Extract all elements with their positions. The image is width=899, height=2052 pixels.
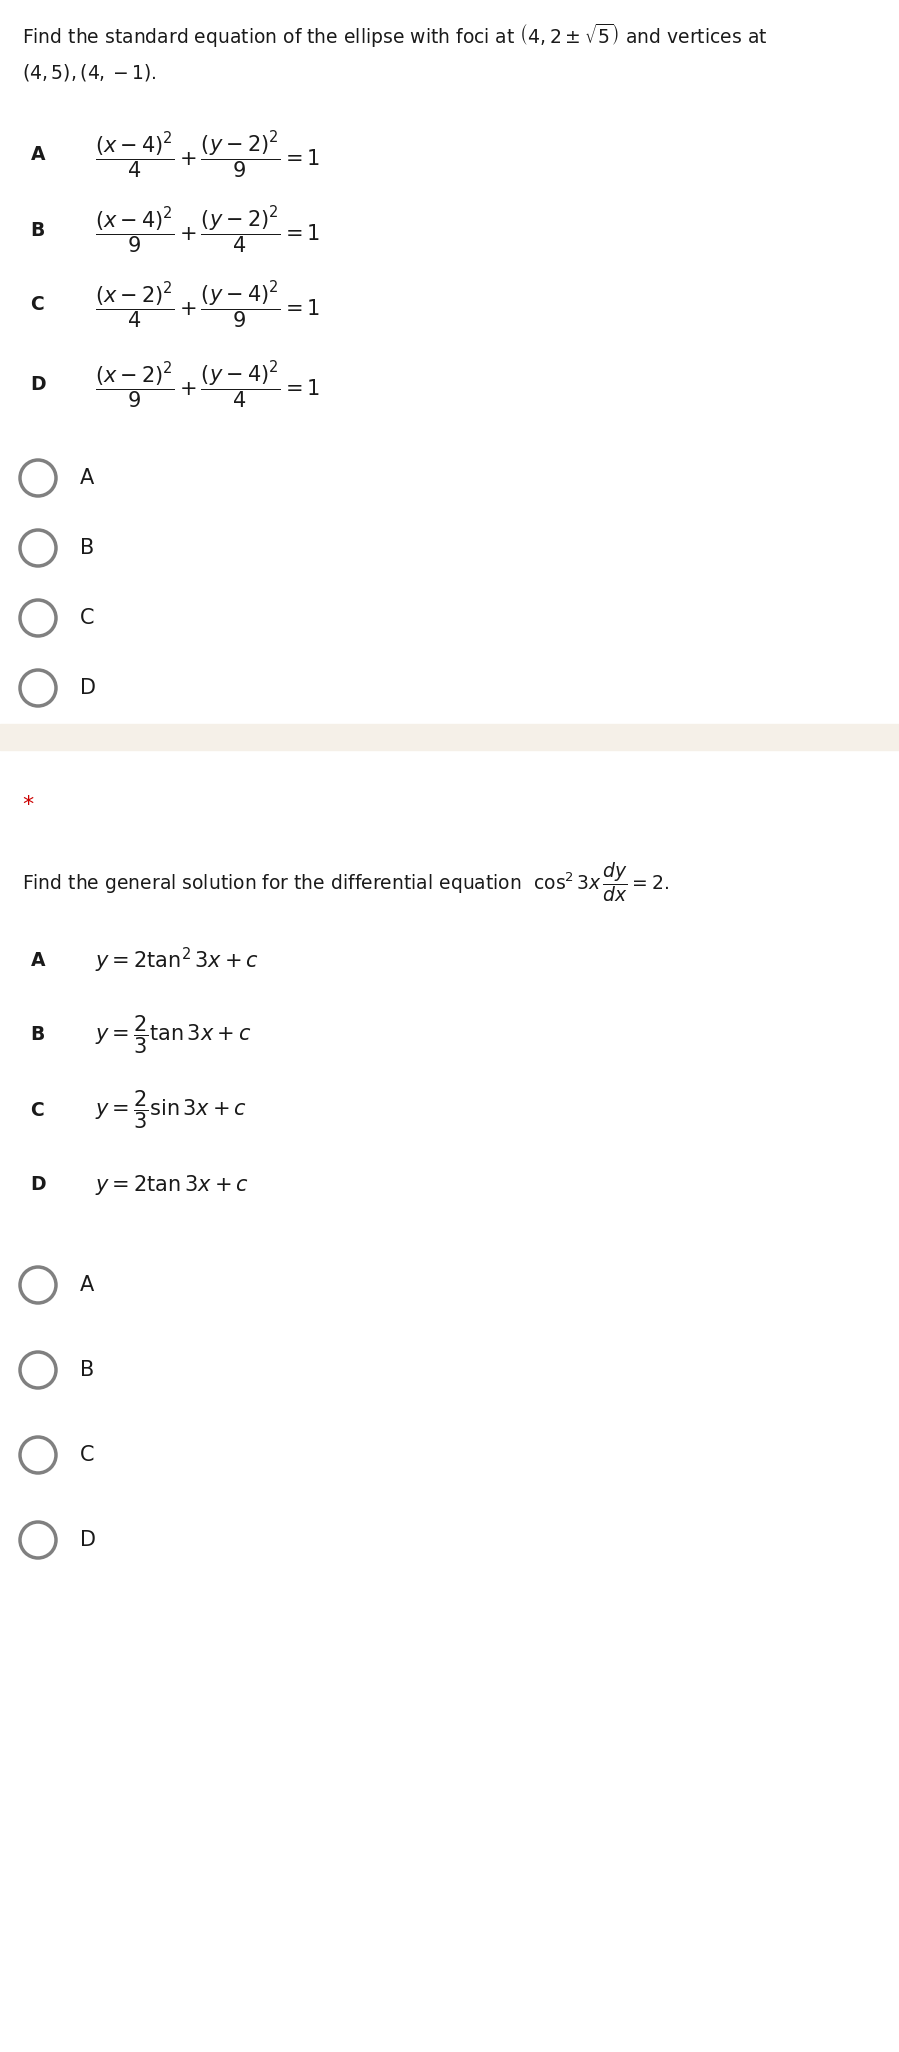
Text: $y=2\tan 3x+c$: $y=2\tan 3x+c$ <box>95 1174 249 1196</box>
Text: $\dfrac{(x-4)^{2}}{9}+\dfrac{(y-2)^{2}}{4}=1$: $\dfrac{(x-4)^{2}}{9}+\dfrac{(y-2)^{2}}{… <box>95 203 320 256</box>
Text: D: D <box>80 677 96 698</box>
Text: $y=\dfrac{2}{3}\sin 3x+c$: $y=\dfrac{2}{3}\sin 3x+c$ <box>95 1090 247 1131</box>
Text: Find the general solution for the differential equation  $\cos^{2}3x\,\dfrac{dy}: Find the general solution for the differ… <box>22 860 669 903</box>
Text: C: C <box>80 607 94 628</box>
Text: $\mathbf{A}$: $\mathbf{A}$ <box>30 146 47 164</box>
Text: A: A <box>80 468 94 488</box>
Text: $\mathbf{D}$: $\mathbf{D}$ <box>30 1176 47 1194</box>
Text: B: B <box>80 538 94 558</box>
Text: Find the standard equation of the ellipse with foci at $\left(4,2\pm\sqrt{5}\rig: Find the standard equation of the ellips… <box>22 23 768 49</box>
Text: D: D <box>80 1531 96 1549</box>
Text: $\dfrac{(x-2)^{2}}{9}+\dfrac{(y-4)^{2}}{4}=1$: $\dfrac{(x-2)^{2}}{9}+\dfrac{(y-4)^{2}}{… <box>95 359 320 410</box>
Text: $\mathbf{A}$: $\mathbf{A}$ <box>30 950 47 969</box>
Text: $\mathbf{D}$: $\mathbf{D}$ <box>30 376 47 394</box>
Text: A: A <box>80 1274 94 1295</box>
Text: $\mathbf{B}$: $\mathbf{B}$ <box>30 220 45 240</box>
Text: *: * <box>22 794 33 815</box>
Text: $\dfrac{(x-4)^{2}}{4}+\dfrac{(y-2)^{2}}{9}=1$: $\dfrac{(x-4)^{2}}{4}+\dfrac{(y-2)^{2}}{… <box>95 129 320 181</box>
Text: $(4,5),(4,-1)$.: $(4,5),(4,-1)$. <box>22 62 156 82</box>
Text: B: B <box>80 1360 94 1381</box>
Text: $\mathbf{C}$: $\mathbf{C}$ <box>30 1100 44 1120</box>
Text: C: C <box>80 1445 94 1465</box>
Text: $y=2\tan^{2}3x+c$: $y=2\tan^{2}3x+c$ <box>95 946 259 975</box>
Text: $\mathbf{C}$: $\mathbf{C}$ <box>30 295 44 314</box>
Text: $\mathbf{B}$: $\mathbf{B}$ <box>30 1026 45 1044</box>
Text: $\dfrac{(x-2)^{2}}{4}+\dfrac{(y-4)^{2}}{9}=1$: $\dfrac{(x-2)^{2}}{4}+\dfrac{(y-4)^{2}}{… <box>95 279 320 330</box>
Bar <box>0 724 899 749</box>
Text: $y=\dfrac{2}{3}\tan 3x+c$: $y=\dfrac{2}{3}\tan 3x+c$ <box>95 1014 252 1057</box>
